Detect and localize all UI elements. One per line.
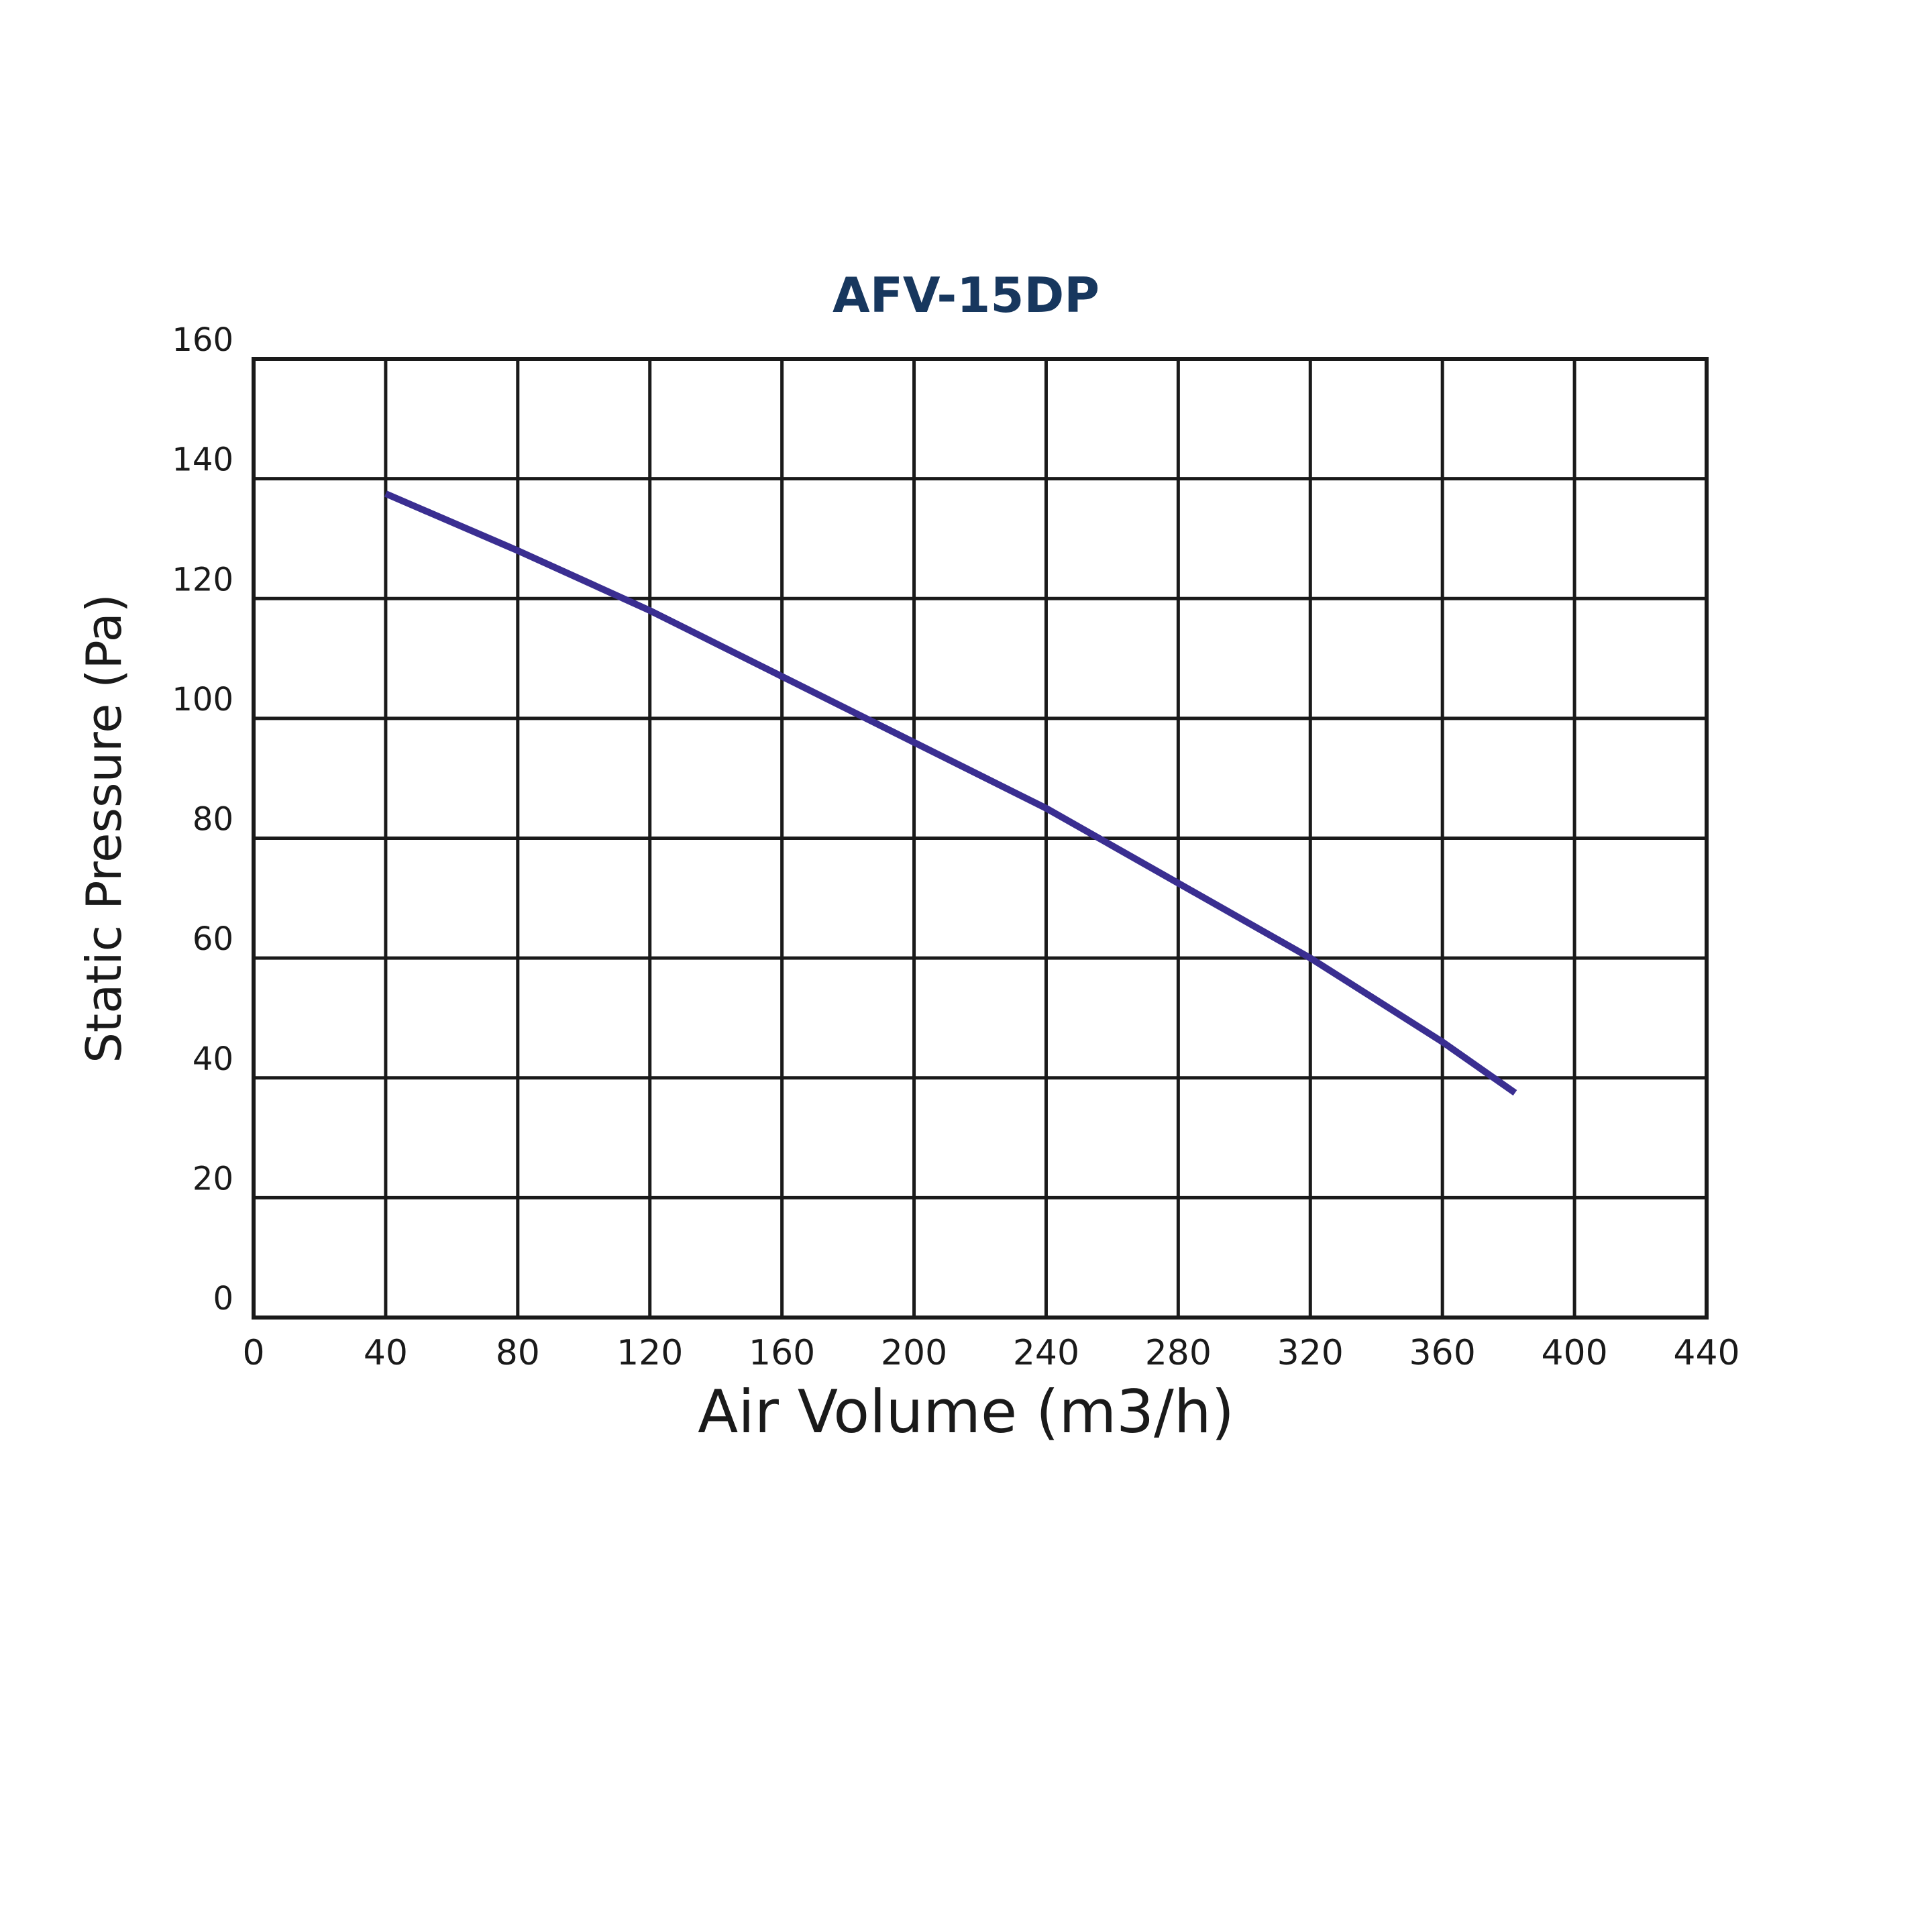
- data-line: [384, 490, 1517, 1096]
- y-tick-label: 100: [172, 681, 233, 718]
- y-tick-label: 20: [193, 1160, 233, 1197]
- x-tick-label: 400: [1541, 1333, 1607, 1373]
- x-tick-label: 160: [749, 1333, 815, 1373]
- chart-title: AFV-15DP: [833, 267, 1099, 323]
- x-axis-title: Air Volume (m3/h): [698, 1377, 1234, 1446]
- y-tick-label: 60: [193, 920, 233, 958]
- y-axis-title: Static Pressure (Pa): [76, 594, 132, 1063]
- y-tick-label: 0: [213, 1280, 233, 1318]
- x-tick-label: 120: [616, 1333, 683, 1373]
- y-tick-label: 160: [172, 321, 233, 359]
- x-tick-label: 320: [1277, 1333, 1344, 1373]
- x-tick-label: 360: [1409, 1333, 1476, 1373]
- x-tick-label: 200: [881, 1333, 947, 1373]
- x-tick-label: 0: [242, 1333, 264, 1373]
- y-tick-label: 40: [193, 1040, 233, 1078]
- y-tick-label: 80: [193, 801, 233, 839]
- x-tick-label: 80: [496, 1333, 540, 1373]
- y-tick-label: 120: [172, 561, 233, 598]
- x-tick-label: 280: [1145, 1333, 1212, 1373]
- x-tick-label: 40: [364, 1333, 408, 1373]
- y-tick-label: 140: [172, 441, 233, 479]
- x-tick-label: 440: [1673, 1333, 1739, 1373]
- x-tick-label: 240: [1013, 1333, 1079, 1373]
- plot-frame: [252, 357, 1709, 1320]
